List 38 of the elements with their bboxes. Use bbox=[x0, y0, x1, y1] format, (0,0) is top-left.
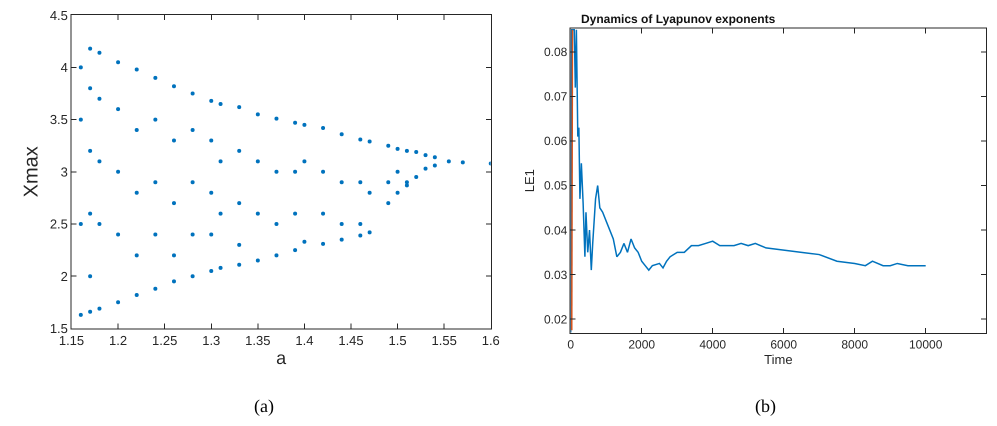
x-tick-label: 1.6 bbox=[482, 333, 500, 348]
y-tick-label: 0.04 bbox=[544, 223, 568, 238]
x-axis-title: a bbox=[276, 348, 288, 368]
x-tick-label: 2000 bbox=[628, 337, 656, 352]
y-axis-title: Xmax bbox=[20, 146, 42, 198]
x-tick-label: 10000 bbox=[909, 337, 943, 352]
y-tick-label: 2 bbox=[60, 268, 68, 284]
y-axis-title: LE1 bbox=[522, 169, 537, 192]
y-tick-label: 0.05 bbox=[544, 178, 568, 193]
y-tick-label: 4.5 bbox=[50, 8, 68, 23]
x-tick-label: 1.4 bbox=[295, 333, 314, 348]
y-tick-label: 2.5 bbox=[50, 216, 68, 232]
y-tick-label: 0.03 bbox=[544, 268, 568, 282]
x-tick-label: 1.5 bbox=[388, 333, 407, 348]
x-tick-label: 1.35 bbox=[245, 333, 270, 348]
x-tick-label: 4000 bbox=[699, 337, 726, 352]
y-tick-label: 0.06 bbox=[544, 134, 568, 148]
y-tick-label: 3.5 bbox=[50, 112, 68, 128]
x-axis-title: Time bbox=[764, 352, 793, 367]
x-tick-label: 8000 bbox=[841, 337, 868, 352]
line-series bbox=[570, 28, 926, 333]
x-tick-label: 6000 bbox=[770, 337, 798, 352]
text: (a) bbox=[254, 396, 274, 416]
y-tick-label: 3 bbox=[60, 164, 68, 180]
y-tick-label: 4 bbox=[60, 60, 68, 75]
chart-title: Dynamics of Lyapunov exponents bbox=[581, 12, 776, 26]
x-tick-label: 1.25 bbox=[152, 333, 178, 348]
x-tick-label: 1.55 bbox=[432, 333, 457, 348]
x-tick-label: 0 bbox=[567, 337, 574, 352]
y-tick-label: 0.08 bbox=[544, 45, 568, 60]
x-tick-label: 1.45 bbox=[338, 333, 364, 348]
y-tick-label: 1.5 bbox=[50, 320, 68, 336]
x-tick-label: 1.15 bbox=[58, 333, 84, 348]
text: (b) bbox=[755, 396, 776, 416]
x-tick-label: 1.2 bbox=[109, 333, 128, 348]
y-tick-label: 0.07 bbox=[544, 90, 568, 104]
x-tick-label: 1.3 bbox=[202, 333, 220, 348]
y-tick-label: 0.02 bbox=[544, 312, 568, 326]
